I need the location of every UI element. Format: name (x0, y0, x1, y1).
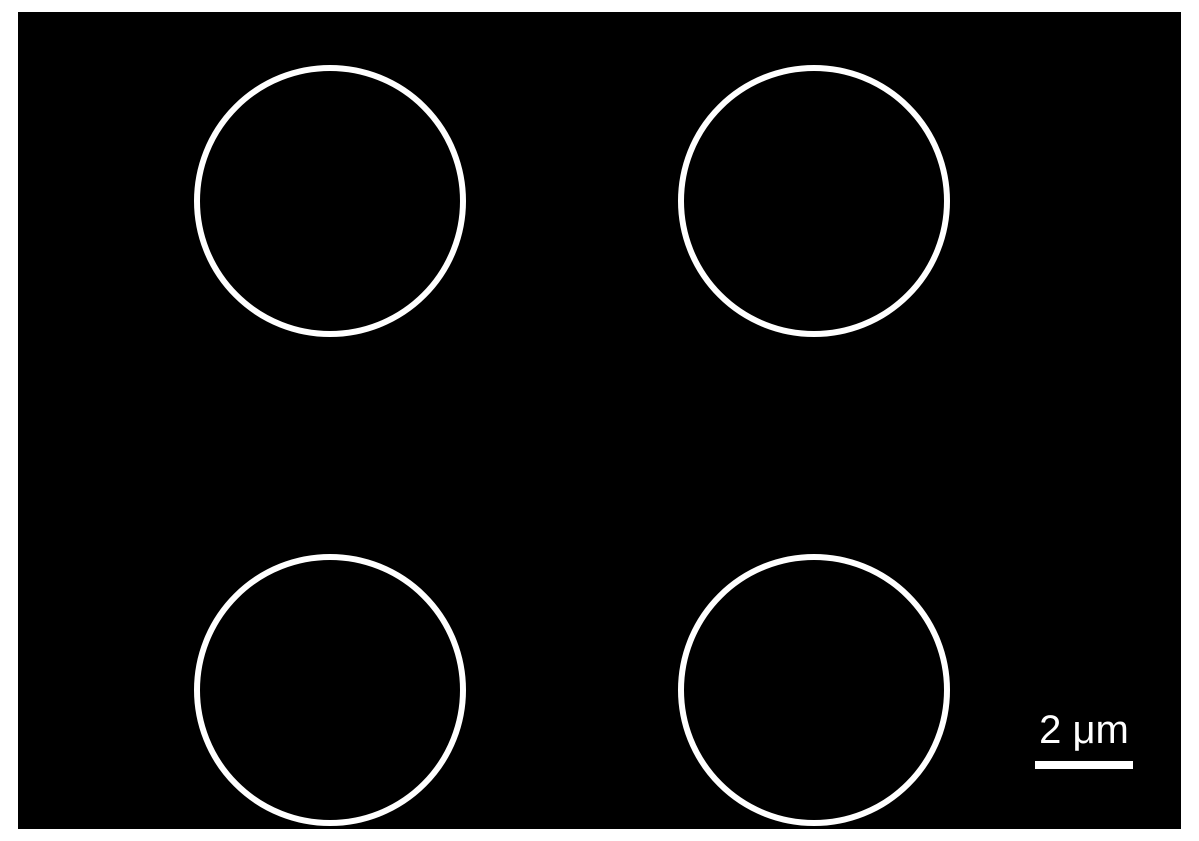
micrograph-frame: 2 μm (18, 12, 1181, 829)
scale-bar: 2 μm (1035, 708, 1133, 769)
circle-top-right (678, 65, 950, 337)
circle-bottom-right (678, 554, 950, 826)
scale-bar-label: 2 μm (1039, 708, 1129, 753)
circle-bottom-left (194, 554, 466, 826)
scale-bar-line (1035, 761, 1133, 769)
circle-top-left (194, 65, 466, 337)
